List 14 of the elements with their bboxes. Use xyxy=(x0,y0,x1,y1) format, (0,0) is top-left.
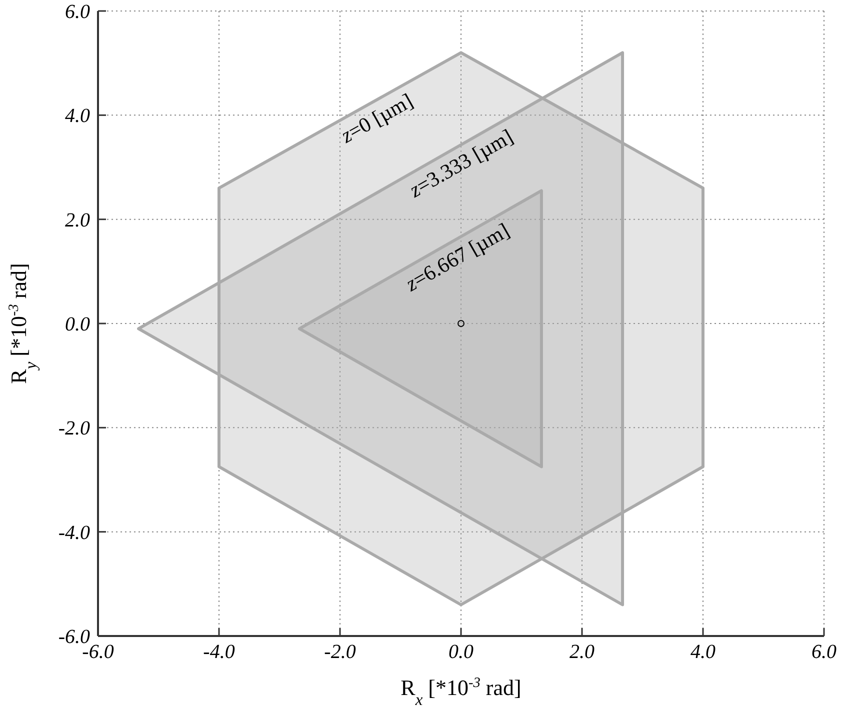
x-tick-label: -4.0 xyxy=(203,641,235,663)
y-tick-label: -2.0 xyxy=(58,418,90,440)
y-tick-label: -6.0 xyxy=(58,626,90,648)
x-axis-title: R$_{x}$ [*10$^{-3}$ rad] xyxy=(400,675,522,708)
y-tick-label: 0.0 xyxy=(65,314,90,336)
y-tick-label: 2.0 xyxy=(65,209,90,232)
y-tick-label: 6.0 xyxy=(65,1,90,23)
x-tick-label: 4.0 xyxy=(690,641,716,663)
y-tick-label: 4.0 xyxy=(65,105,90,128)
x-tick-label: 2.0 xyxy=(570,641,594,663)
x-tick-label: -2.0 xyxy=(324,641,356,663)
y-tick-label: -4.0 xyxy=(58,522,90,544)
x-tick-label: 6.0 xyxy=(812,641,836,663)
x-tick-label: 0.0 xyxy=(448,641,474,663)
